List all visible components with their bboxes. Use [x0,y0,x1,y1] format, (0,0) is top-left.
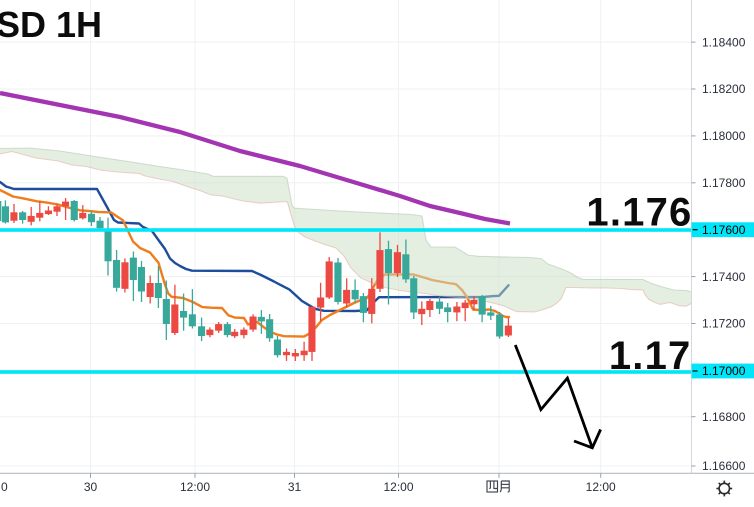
svg-text:31: 31 [288,480,302,494]
svg-text:1.18000: 1.18000 [702,129,746,143]
svg-text:1.18200: 1.18200 [702,82,746,96]
svg-text:1.176: 1.176 [586,191,692,235]
svg-text:30: 30 [84,480,98,494]
svg-text:0: 0 [1,480,8,494]
svg-text:1.17800: 1.17800 [702,176,746,190]
svg-text:1.17200: 1.17200 [702,317,746,331]
svg-text:1.17000: 1.17000 [702,364,746,378]
svg-text:1.17400: 1.17400 [702,270,746,284]
svg-text:SD 1H: SD 1H [0,4,102,45]
svg-text:1.16800: 1.16800 [702,410,746,424]
svg-text:12:00: 12:00 [180,480,210,494]
svg-text:1.17600: 1.17600 [702,223,746,237]
svg-text:1.16600: 1.16600 [702,459,746,473]
svg-text:1.18400: 1.18400 [702,35,746,49]
svg-text:12:00: 12:00 [586,480,616,494]
svg-text:1.17: 1.17 [609,334,692,378]
svg-text:12:00: 12:00 [383,480,413,494]
